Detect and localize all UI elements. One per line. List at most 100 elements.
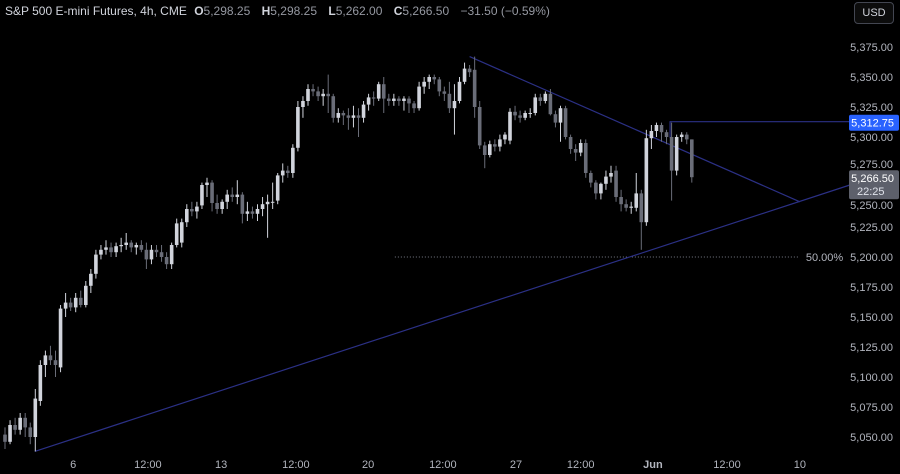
candle-body <box>447 93 452 109</box>
candle <box>462 62 467 85</box>
candle-body <box>472 69 477 107</box>
candle <box>674 134 679 176</box>
candle-body <box>513 111 517 116</box>
candle <box>619 189 623 212</box>
candle-body <box>169 245 174 265</box>
candle <box>18 413 22 435</box>
candle-body <box>361 104 366 118</box>
candle-body <box>235 194 240 197</box>
candle-body <box>528 113 532 114</box>
candle <box>624 199 628 212</box>
candle <box>609 165 613 183</box>
candle <box>578 139 583 157</box>
candle-body <box>255 209 260 214</box>
candle <box>286 165 290 178</box>
candle-body <box>609 173 613 177</box>
candle-body <box>432 77 437 80</box>
candle-body <box>134 245 139 248</box>
candle-body <box>674 137 679 171</box>
candle-body <box>649 131 654 139</box>
candle-body <box>452 101 457 109</box>
candle <box>205 177 209 197</box>
candle <box>381 77 386 113</box>
candle-body <box>442 91 447 94</box>
candle-body <box>23 417 27 428</box>
candle <box>371 91 376 106</box>
candle <box>513 105 517 121</box>
fib-50-label: 50.00% <box>806 252 844 264</box>
candle <box>326 74 330 113</box>
candle <box>124 233 128 250</box>
candle <box>331 93 336 123</box>
candle <box>144 242 149 269</box>
candle-body <box>154 249 159 253</box>
candle-body <box>174 223 179 245</box>
candle <box>28 422 33 445</box>
candle-body <box>38 365 43 401</box>
candle <box>649 125 654 149</box>
candle-body <box>493 144 497 147</box>
candle-body <box>18 417 22 430</box>
y-tick-label: 5,300.00 <box>850 132 893 144</box>
candle <box>503 132 507 145</box>
candle-body <box>543 93 548 101</box>
candle <box>467 65 472 77</box>
candle <box>614 165 618 202</box>
candle-body <box>381 84 386 99</box>
candle-body <box>73 297 78 308</box>
candle <box>84 281 88 308</box>
candle-body <box>200 185 204 206</box>
candle <box>508 108 512 145</box>
candle-body <box>498 139 502 147</box>
currency-button[interactable]: USD <box>854 2 894 24</box>
candle <box>568 134 573 154</box>
candle <box>493 139 497 152</box>
candle-body <box>634 193 639 208</box>
candle-body <box>397 98 401 101</box>
candle-body <box>508 111 512 141</box>
ohlc-open: O5,298.25 <box>194 4 251 18</box>
candle-body <box>164 257 169 265</box>
candle <box>104 240 108 255</box>
y-tick-label: 5,175.00 <box>850 282 893 294</box>
candle <box>452 84 457 135</box>
candle-body <box>351 115 356 118</box>
candle <box>558 105 563 142</box>
candle <box>447 81 452 113</box>
candle-body <box>568 137 573 149</box>
x-tick-label: 12:00 <box>429 459 457 471</box>
x-tick-label: 12:00 <box>713 459 741 471</box>
candle-body <box>679 134 684 137</box>
candle <box>563 105 568 140</box>
y-tick-label: 5,150.00 <box>850 312 893 324</box>
candle-body <box>523 113 527 118</box>
candle <box>482 141 487 169</box>
candle-body <box>321 93 325 97</box>
candle-body <box>286 170 290 173</box>
x-tick-label: 10 <box>794 459 806 471</box>
candle-body <box>291 147 295 173</box>
candle <box>89 269 93 293</box>
candle <box>654 122 659 137</box>
candle-body <box>53 360 58 365</box>
candle <box>68 297 73 311</box>
candle-body <box>28 427 33 437</box>
candle-body <box>240 194 245 214</box>
candle <box>8 420 12 445</box>
candle <box>599 182 603 200</box>
candle <box>225 189 229 209</box>
candle <box>639 189 644 250</box>
candle-body <box>326 93 330 97</box>
candle <box>260 197 265 217</box>
candle <box>164 252 169 269</box>
candle <box>265 194 270 238</box>
candle <box>58 305 63 373</box>
candle <box>109 242 113 257</box>
candle <box>306 84 310 106</box>
candle-body <box>553 114 558 123</box>
candle-body <box>437 79 442 92</box>
candle-body <box>457 81 462 101</box>
ohlc-low: L5,262.00 <box>328 4 383 18</box>
candle-body <box>280 170 285 176</box>
